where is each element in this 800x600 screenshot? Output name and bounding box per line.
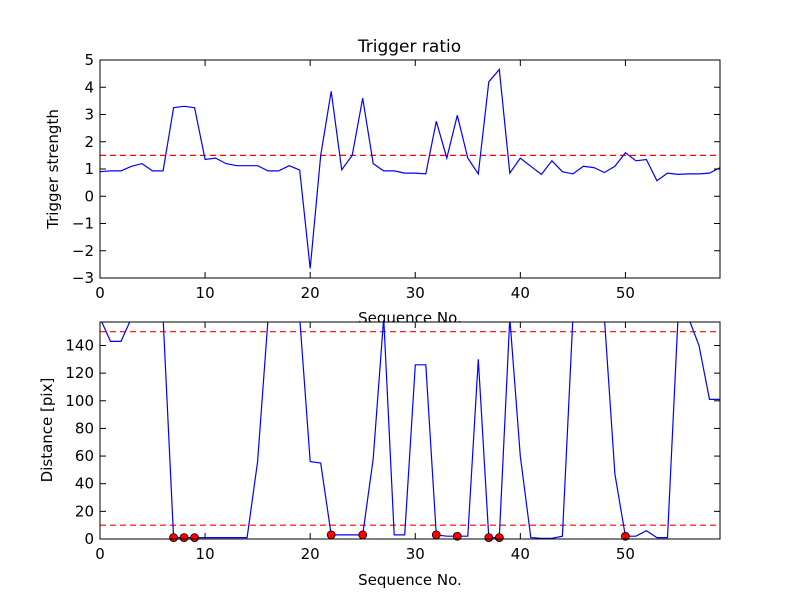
panel-background	[100, 322, 720, 539]
data-point-marker	[326, 530, 336, 540]
y-tick-label: 80	[75, 419, 94, 437]
plot-frame	[99, 59, 721, 279]
y-tick-label: 2	[84, 133, 94, 151]
data-point-marker	[494, 533, 504, 543]
y-tick-label: −1	[72, 215, 94, 233]
y-tick-label: 40	[75, 475, 94, 493]
y-tick-label: 120	[65, 364, 94, 382]
y-tick-label: 0	[84, 530, 94, 548]
x-tick-label: 20	[301, 545, 320, 563]
y-tick-label: 4	[84, 78, 94, 96]
y-tick-label: 20	[75, 502, 94, 520]
y-tick-label: 60	[75, 447, 94, 465]
data-point-marker	[169, 533, 178, 543]
data-point-marker	[431, 530, 441, 540]
x-tick-label: 50	[616, 545, 635, 563]
data-point-marker	[190, 533, 199, 543]
y-tick-label: 5	[84, 51, 94, 69]
x-tick-label: 20	[301, 284, 320, 302]
y-axis-label: Distance [pix]	[38, 378, 56, 483]
y-tick-label: −3	[72, 269, 94, 287]
y-tick-label: 140	[65, 336, 94, 354]
y-axis-label: Trigger strength	[44, 109, 62, 230]
x-tick-label: 10	[196, 284, 215, 302]
data-point-marker	[452, 531, 462, 541]
data-point-marker	[484, 533, 494, 543]
series-line	[101, 322, 720, 539]
x-tick-label: 40	[511, 284, 530, 302]
x-tick-label: 40	[511, 545, 530, 563]
data-point-marker	[358, 530, 368, 540]
y-tick-label: 0	[84, 187, 94, 205]
y-tick-label: 1	[84, 160, 94, 178]
plot-frame	[99, 321, 721, 540]
x-tick-label: 0	[95, 284, 105, 302]
x-axis-label: Sequence No.	[358, 571, 462, 589]
series-line	[100, 68, 720, 269]
chart-title: Trigger ratio	[357, 37, 461, 57]
x-tick-label: 50	[616, 284, 635, 302]
y-tick-label: −2	[72, 242, 94, 260]
x-tick-label: 30	[406, 284, 425, 302]
x-tick-label: 30	[406, 545, 425, 563]
x-tick-label: 0	[95, 545, 105, 563]
y-tick-label: 100	[65, 392, 94, 410]
distance-panel: Distance [pix] 0 10 20 30 40 50 0 20 40 60 80 100 12…	[38, 321, 721, 589]
data-point-marker	[179, 533, 189, 543]
y-tick-label: 3	[84, 106, 94, 124]
x-tick-label: 10	[196, 545, 215, 563]
